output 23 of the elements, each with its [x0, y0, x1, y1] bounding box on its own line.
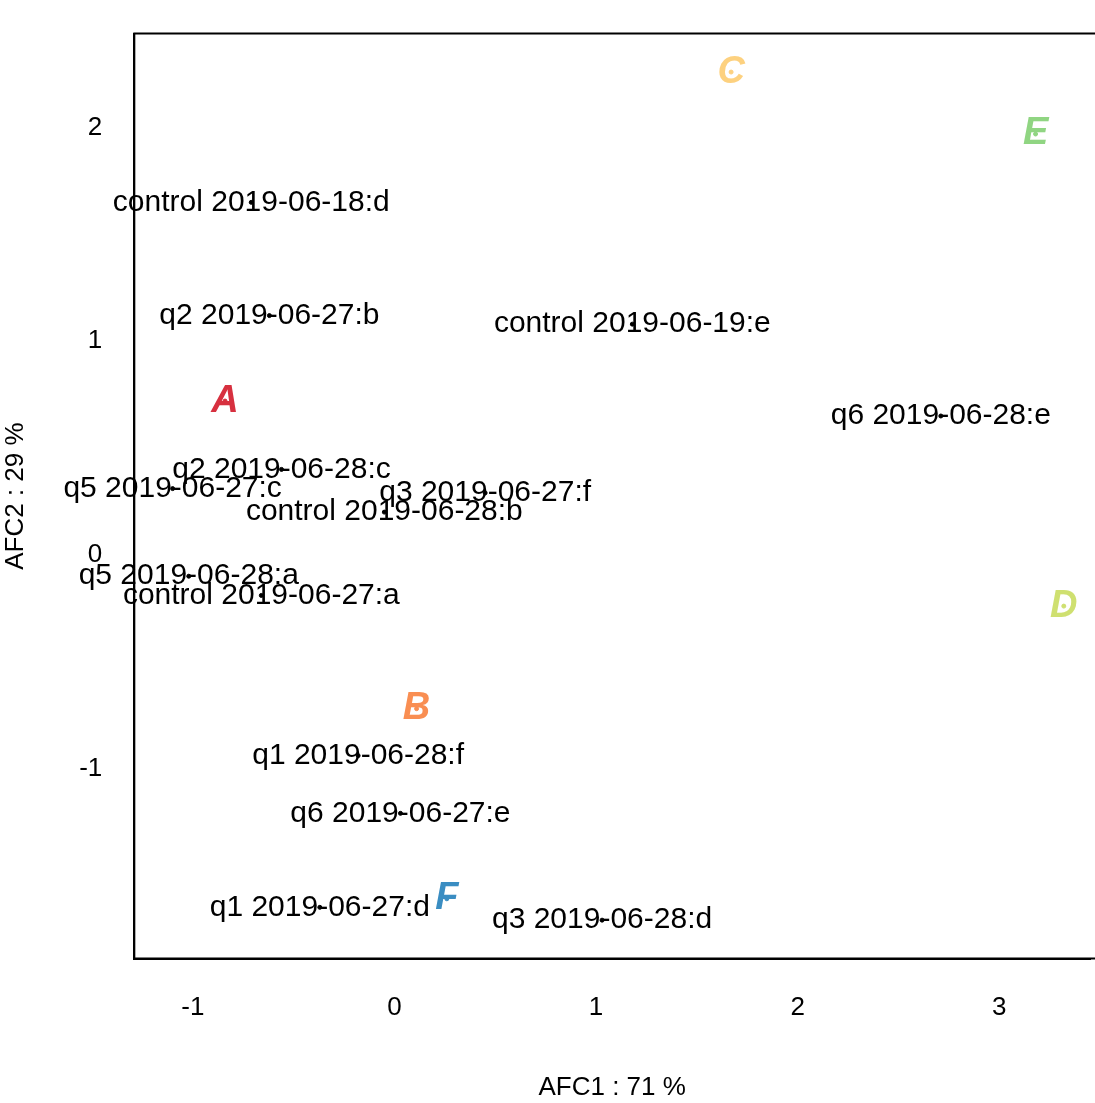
data-label: q6 2019-06-28:e	[830, 397, 1051, 431]
x-axis-title: AFC1 : 71 %	[538, 1070, 686, 1101]
data-label: control 2019-06-19:e	[493, 305, 771, 339]
y-tick-label: 1	[87, 324, 103, 355]
x-tick-label: 0	[387, 991, 402, 1022]
x-tick-label: 3	[992, 991, 1007, 1022]
data-label: B	[402, 685, 431, 728]
x-tick-label: -1	[181, 991, 205, 1022]
data-label: q1 2019-06-27:d	[209, 888, 430, 922]
x-tick-label: 1	[588, 991, 604, 1022]
data-label: A	[210, 377, 239, 420]
data-label: q2 2019-06-27:b	[159, 296, 380, 330]
y-tick-label: 2	[87, 110, 103, 141]
data-label: C	[717, 48, 746, 91]
data-label: q1 2019-06-28:f	[252, 736, 465, 770]
data-label: D	[1050, 582, 1078, 625]
data-label: q6 2019-06-27:e	[290, 794, 511, 828]
y-axis-title: AFC2 : 29 %	[0, 422, 29, 570]
data-label: F	[435, 875, 461, 918]
y-tick-label: -1	[79, 751, 103, 782]
data-label: E	[1022, 110, 1050, 153]
x-tick-label: 2	[790, 991, 805, 1022]
data-label: q3 2019-06-28:d	[491, 901, 713, 935]
